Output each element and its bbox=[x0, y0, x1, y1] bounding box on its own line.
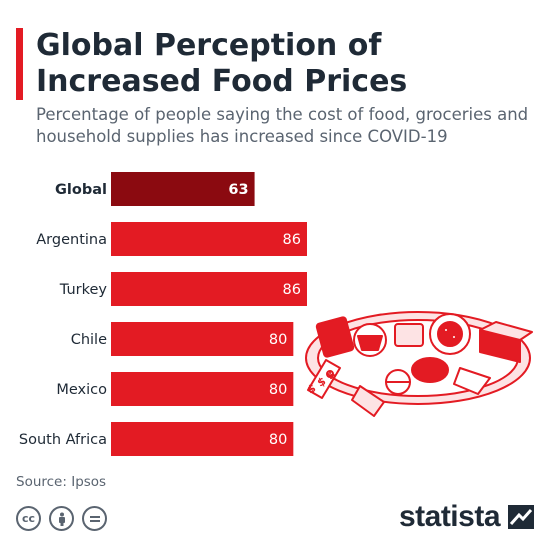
statista-logo-icon bbox=[508, 505, 534, 529]
bar-turkey bbox=[111, 272, 307, 306]
cc-icon[interactable]: cc bbox=[16, 506, 41, 531]
title-accent-bar bbox=[16, 28, 23, 100]
category-label-turkey: Turkey bbox=[59, 282, 108, 298]
chart-title: Global Perception of Increased Food Pric… bbox=[36, 28, 408, 99]
value-label-south-africa: 80 bbox=[269, 432, 287, 448]
value-label-global: 63 bbox=[228, 182, 248, 198]
bar-argentina bbox=[111, 222, 307, 256]
no-derivatives-icon[interactable] bbox=[82, 506, 107, 531]
brand-name: statista bbox=[398, 500, 501, 533]
category-label-argentina: Argentina bbox=[36, 232, 107, 248]
value-label-chile: 80 bbox=[269, 332, 287, 348]
food-illustration: $ $ $ bbox=[305, 311, 533, 417]
value-label-argentina: 86 bbox=[283, 232, 301, 248]
attribution-icon[interactable] bbox=[49, 506, 74, 531]
category-label-mexico: Mexico bbox=[56, 382, 107, 398]
value-label-turkey: 86 bbox=[283, 282, 301, 298]
license-icons: cc bbox=[16, 506, 107, 531]
category-label-south-africa: South Africa bbox=[19, 432, 107, 448]
value-label-mexico: 80 bbox=[269, 382, 287, 398]
bar-chart: Global 63 Argentina 86 Turkey 86 Chile 80 Mexico… bbox=[19, 172, 307, 456]
chart-subtitle: Percentage of people saying the cost of … bbox=[36, 105, 529, 146]
bar-south-africa bbox=[111, 422, 294, 456]
bar-chile bbox=[111, 322, 294, 356]
source-note: Source: Ipsos bbox=[16, 474, 107, 490]
statista-logo[interactable]: statista bbox=[399, 500, 534, 534]
category-label-global: Global bbox=[55, 182, 107, 198]
bar-mexico bbox=[111, 372, 294, 406]
bar-global bbox=[111, 172, 255, 206]
category-label-chile: Chile bbox=[71, 332, 107, 348]
